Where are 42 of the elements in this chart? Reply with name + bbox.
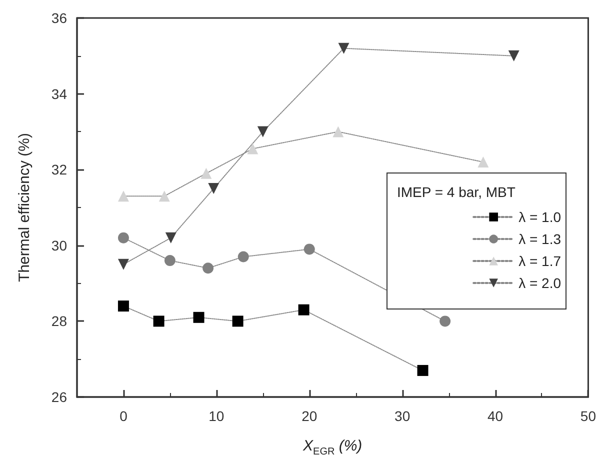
y-axis-title: Thermal efficiency (%) (16, 133, 33, 282)
y-tick-label: 34 (51, 86, 68, 102)
y-tick-label: 36 (51, 10, 68, 26)
point (232, 316, 244, 327)
point (247, 143, 258, 154)
point (332, 126, 344, 138)
y-tick-label: 30 (51, 237, 68, 254)
point (338, 42, 350, 54)
point (440, 316, 451, 327)
point (202, 262, 214, 274)
legend-label: λ = 2.0 (518, 275, 562, 291)
x-tick-label: 20 (302, 408, 318, 424)
point (165, 232, 176, 244)
point (158, 190, 170, 202)
point (478, 156, 489, 168)
x-tick-label: 10 (208, 408, 224, 424)
point (118, 190, 129, 202)
y-tick-label: 28 (51, 313, 68, 330)
point (257, 126, 268, 138)
point (238, 251, 249, 262)
point (164, 255, 176, 266)
point (193, 312, 204, 323)
y-tick-label: 26 (51, 389, 68, 405)
legend-label: λ = 1.7 (518, 253, 562, 269)
point (304, 244, 315, 255)
point (118, 232, 129, 244)
legend-label: λ = 1.0 (518, 209, 562, 225)
point (200, 168, 212, 179)
point (508, 50, 520, 62)
point (208, 183, 220, 194)
x-tick-label: 0 (120, 408, 128, 424)
point (417, 364, 428, 376)
point (153, 316, 164, 327)
x-tick-label: 50 (580, 408, 596, 424)
legend-title: IMEP = 4 bar, MBT (397, 184, 516, 200)
x-tick-label: 40 (487, 408, 504, 424)
x-tick-label: 30 (394, 408, 410, 424)
point (118, 258, 129, 270)
point (298, 304, 310, 316)
point (118, 300, 129, 312)
y-tick-label: 32 (51, 162, 68, 178)
legend-label: λ = 1.3 (518, 231, 562, 247)
